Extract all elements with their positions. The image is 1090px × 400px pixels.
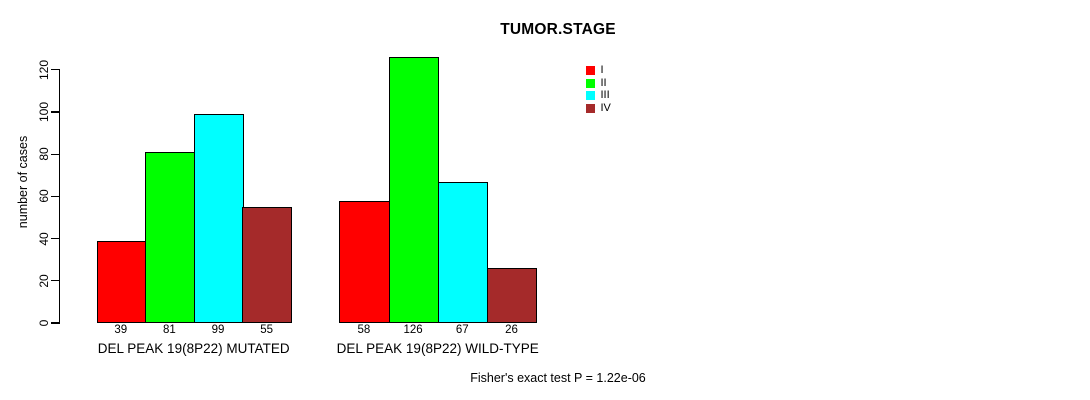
y-axis-tick-label: 20 — [37, 274, 51, 288]
y-axis-tick-label: 60 — [37, 189, 51, 204]
y-axis-tick-label: 40 — [37, 231, 51, 246]
bar-value-label: 67 — [455, 323, 469, 336]
y-axis-tick-label: 100 — [37, 101, 51, 123]
bar-value-label: 26 — [505, 323, 518, 336]
bar-IV-group1 — [242, 206, 293, 323]
legend-swatch-III — [586, 91, 595, 101]
bar-I-group1 — [96, 240, 147, 323]
legend-label: I — [600, 63, 604, 76]
legend-swatch-I — [586, 65, 595, 75]
y-axis-tick — [50, 237, 59, 240]
legend-swatch-II — [586, 78, 595, 88]
bar-III-group1 — [193, 114, 244, 323]
legend-label: III — [600, 89, 610, 102]
bar-III-group2 — [437, 181, 489, 323]
y-axis-tick — [50, 280, 59, 282]
y-axis-tick — [50, 153, 59, 155]
y-axis-tick — [50, 111, 59, 113]
bar-value-label: 81 — [162, 323, 176, 336]
chart-title: TUMOR.STAGE — [500, 21, 616, 38]
bar-value-label: 126 — [403, 323, 423, 336]
legend-item: II — [586, 77, 607, 90]
legend-item: III — [586, 89, 610, 102]
legend-label: II — [600, 76, 607, 89]
bar-IV-group2 — [486, 268, 538, 323]
bar-II-group2 — [388, 57, 440, 323]
bar-value-label: 55 — [260, 323, 273, 336]
group-label: DEL PEAK 19(8P22) WILD-TYPE — [336, 340, 539, 356]
bar-value-label: 58 — [357, 323, 371, 336]
bar-II-group1 — [145, 152, 196, 323]
legend-label: IV — [600, 101, 611, 114]
group-label: DEL PEAK 19(8P22) MUTATED — [97, 340, 290, 356]
y-axis-tick — [50, 322, 59, 324]
bar-value-label: 99 — [211, 323, 225, 336]
y-axis-tick-label: 120 — [37, 59, 51, 80]
y-axis-line — [58, 69, 60, 324]
bar-value-label: 39 — [114, 323, 128, 336]
legend-swatch-IV — [586, 103, 595, 113]
legend-item: I — [586, 64, 604, 77]
y-axis-tick — [50, 69, 59, 71]
bar-I-group2 — [339, 200, 390, 323]
legend-item: IV — [586, 102, 611, 115]
y-axis-tick-label: 0 — [37, 319, 51, 327]
y-axis-tick — [50, 195, 59, 198]
footnote-text: Fisher's exact test P = 1.22e-06 — [470, 371, 646, 385]
y-axis-tick-label: 80 — [37, 147, 51, 161]
